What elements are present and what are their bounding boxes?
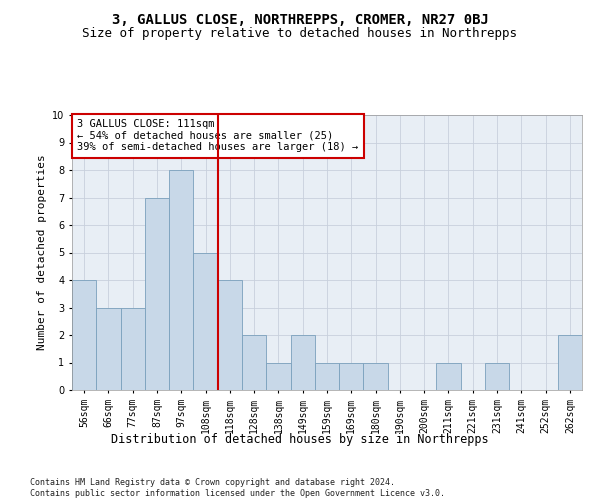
Text: Size of property relative to detached houses in Northrepps: Size of property relative to detached ho… — [83, 28, 517, 40]
Text: Contains HM Land Registry data © Crown copyright and database right 2024.
Contai: Contains HM Land Registry data © Crown c… — [30, 478, 445, 498]
Bar — [558, 335, 582, 390]
Bar — [72, 280, 96, 390]
Text: 3, GALLUS CLOSE, NORTHREPPS, CROMER, NR27 0BJ: 3, GALLUS CLOSE, NORTHREPPS, CROMER, NR2… — [112, 12, 488, 26]
Bar — [315, 362, 339, 390]
Bar — [364, 362, 388, 390]
Bar — [96, 308, 121, 390]
Text: 3 GALLUS CLOSE: 111sqm
← 54% of detached houses are smaller (25)
39% of semi-det: 3 GALLUS CLOSE: 111sqm ← 54% of detached… — [77, 119, 358, 152]
Y-axis label: Number of detached properties: Number of detached properties — [37, 154, 47, 350]
Bar — [169, 170, 193, 390]
Bar — [145, 198, 169, 390]
Bar — [218, 280, 242, 390]
Bar — [242, 335, 266, 390]
Text: Distribution of detached houses by size in Northrepps: Distribution of detached houses by size … — [111, 432, 489, 446]
Bar — [121, 308, 145, 390]
Bar — [193, 252, 218, 390]
Bar — [290, 335, 315, 390]
Bar — [436, 362, 461, 390]
Bar — [339, 362, 364, 390]
Bar — [485, 362, 509, 390]
Bar — [266, 362, 290, 390]
